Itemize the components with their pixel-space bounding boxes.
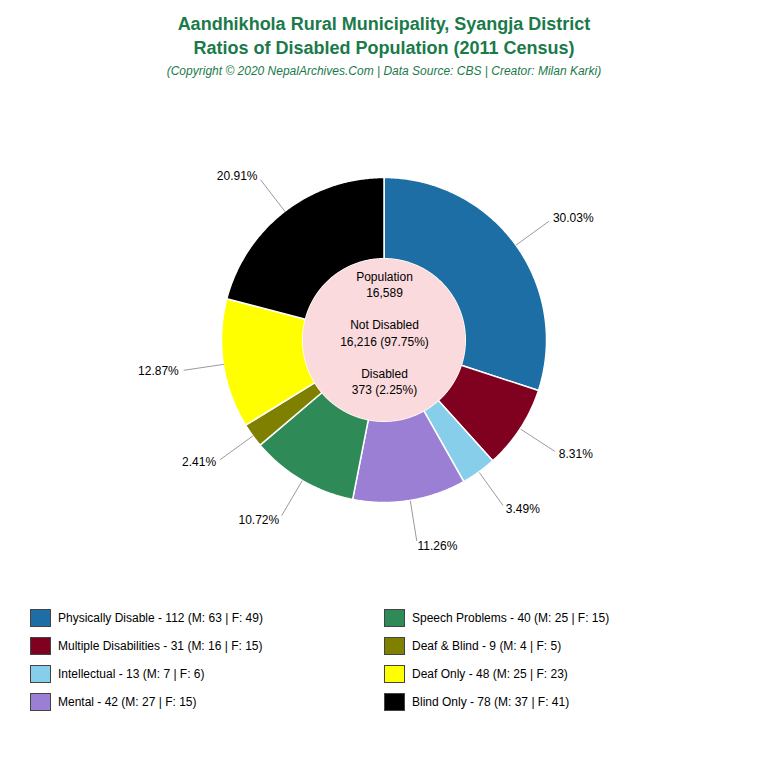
svg-text:Population16,589Not Disabled16: Population16,589Not Disabled16,216 (97.7… [340, 270, 429, 397]
html-text:Aandhikhola Rural Municipality: Aandhikhola Rural Municipality, Syangja … [177, 14, 591, 58]
html-text:Physically Disable - 112 (M: 6: Physically Disable - 112 (M: 63 | F: 49) [58, 611, 263, 625]
svg-text:11.26%: 11.26% [418, 539, 458, 553]
html-text:Intellectual - 13 (M: 7 | F: 6: Intellectual - 13 (M: 7 | F: 6) [58, 667, 205, 681]
svg-text:10.72%: 10.72% [238, 513, 279, 527]
svg-text:3.49%: 3.49% [506, 502, 540, 516]
svg-text:20.91%: 20.91% [217, 169, 258, 183]
html-text:Deaf & Blind - 9 (M: 4 | F: 5): Deaf & Blind - 9 (M: 4 | F: 5) [412, 639, 562, 653]
html-text:(Copyright © 2020 NepalArchive: (Copyright © 2020 NepalArchives.Com | Da… [166, 64, 602, 78]
svg-text:30.03%: 30.03% [553, 211, 594, 225]
svg-text:12.87%: 12.87% [138, 364, 179, 378]
html-text:Blind Only - 78 (M: 37 | F: 41: Blind Only - 78 (M: 37 | F: 41) [412, 695, 570, 709]
svg-text:2.41%: 2.41% [182, 455, 216, 469]
html-text:Deaf Only - 48 (M: 25 | F: 23): Deaf Only - 48 (M: 25 | F: 23) [412, 667, 568, 681]
svg-text:8.31%: 8.31% [559, 447, 593, 461]
html-text:Multiple Disabilities - 31 (M:: Multiple Disabilities - 31 (M: 16 | F: 1… [58, 639, 263, 653]
html-text:Speech Problems - 40 (M: 25 |: Speech Problems - 40 (M: 25 | F: 15) [412, 611, 610, 625]
html-text:Mental - 42 (M: 27 | F: 15): Mental - 42 (M: 27 | F: 15) [58, 695, 197, 709]
